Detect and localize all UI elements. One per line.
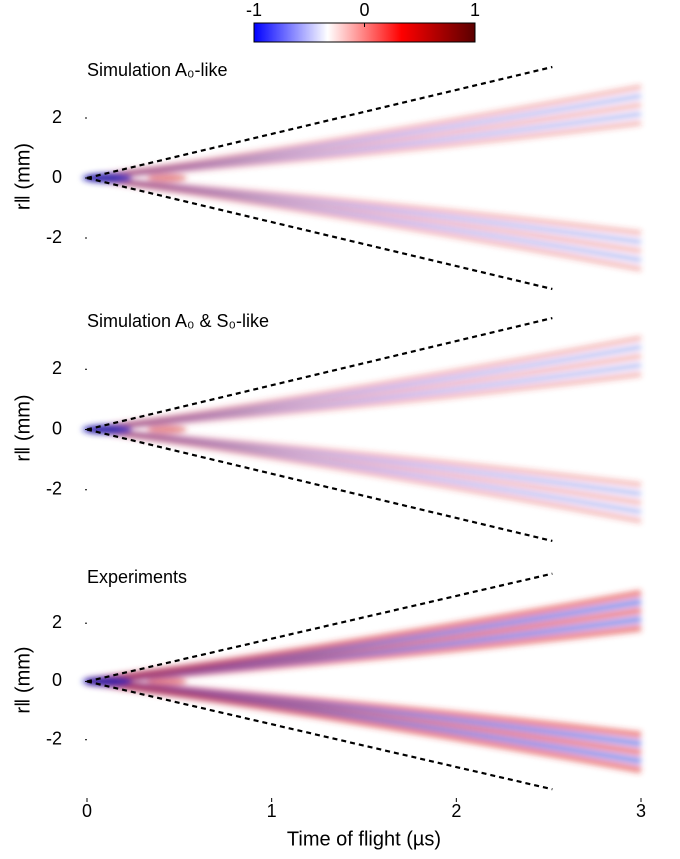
guide-line	[86, 316, 553, 431]
y-tick-label: 2	[52, 612, 62, 632]
heatmap-texture	[82, 84, 642, 272]
wave-band	[86, 335, 642, 432]
y-tick-label: 0	[52, 167, 62, 187]
wave-band	[86, 677, 642, 774]
origin-blob	[82, 173, 132, 183]
x-tick-label: 3	[636, 801, 646, 821]
origin-blob	[147, 425, 187, 434]
x-tick-label: 1	[267, 801, 277, 821]
x-tick-label: 2	[451, 801, 461, 821]
colorbar-tick-label: 0	[359, 0, 369, 20]
y-axis-label: r‖ (mm)	[12, 646, 34, 713]
guide-line	[86, 572, 553, 683]
y-tick-label: 0	[52, 670, 62, 690]
y-tick-label: 2	[52, 358, 62, 378]
y-tick-label: 2	[52, 107, 62, 127]
guide-line	[86, 680, 553, 791]
y-tick-label: -2	[46, 227, 62, 247]
colorbar-tick-label: -1	[246, 0, 262, 20]
guide-line	[86, 65, 553, 180]
origin-blob	[147, 174, 187, 182]
guide-line	[86, 176, 553, 291]
y-tick-label: 0	[52, 418, 62, 438]
y-tick-label: -2	[46, 728, 62, 748]
colorbar-tick-label: 1	[470, 0, 480, 20]
origin-blob	[82, 424, 132, 435]
x-axis-label: Time of flight (µs)	[287, 828, 441, 850]
wave-band	[86, 84, 642, 181]
origin-blob	[82, 676, 132, 687]
wave-band	[86, 589, 642, 685]
guide-line	[86, 428, 553, 543]
panel-title: Experiments	[87, 567, 187, 587]
y-axis-label: r‖ (mm)	[12, 143, 34, 210]
heatmap-texture	[82, 335, 642, 524]
heatmap-texture	[82, 589, 642, 774]
panel-title: Simulation A₀ & S₀-like	[87, 311, 269, 331]
y-axis-label: r‖ (mm)	[12, 394, 34, 461]
x-tick-label: 0	[82, 801, 92, 821]
origin-blob	[147, 677, 187, 686]
y-tick-label: -2	[46, 479, 62, 499]
wave-band	[86, 427, 642, 524]
wave-band	[86, 175, 642, 272]
panel-title: Simulation A₀-like	[87, 60, 228, 80]
